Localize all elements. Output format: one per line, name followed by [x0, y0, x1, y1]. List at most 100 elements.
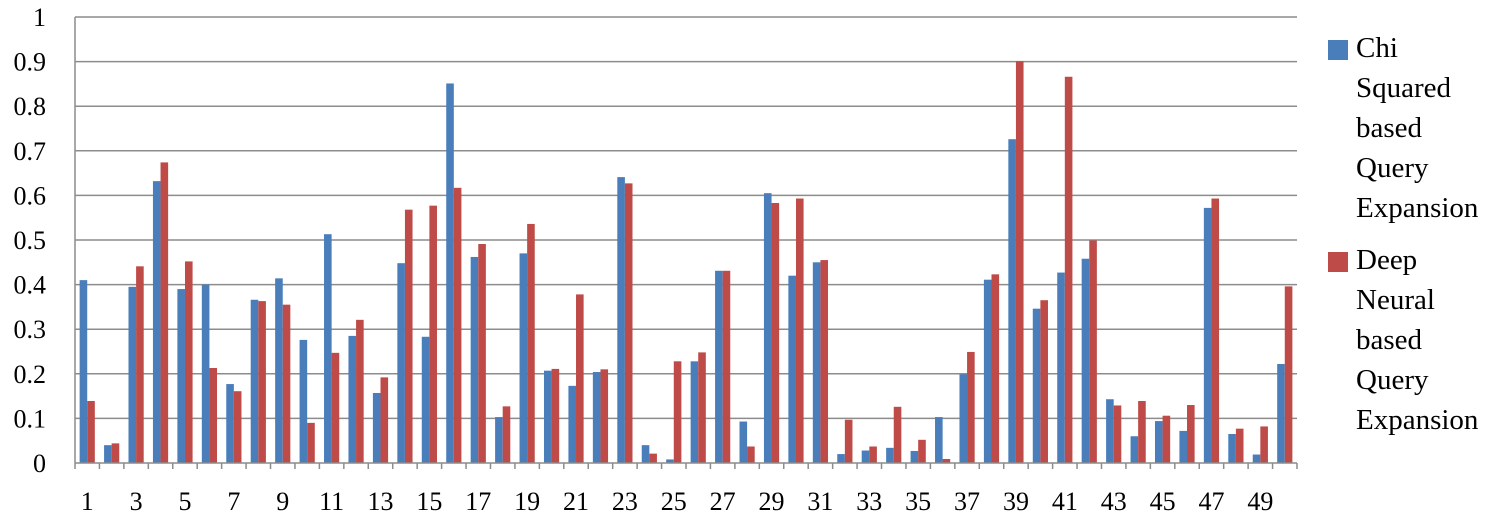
bar	[356, 319, 364, 463]
x-tick-label: 31	[807, 487, 833, 516]
x-tick-label: 1	[81, 487, 94, 516]
bar	[886, 447, 894, 463]
x-tick-label: 5	[178, 487, 191, 516]
bar	[282, 304, 291, 463]
bar	[1228, 434, 1236, 463]
bar	[1154, 421, 1163, 463]
bar	[1277, 363, 1285, 463]
y-tick-label: 0.8	[14, 92, 47, 121]
bar	[128, 286, 137, 463]
bar	[331, 352, 340, 463]
bar	[372, 392, 381, 463]
bar	[1203, 207, 1212, 463]
bar	[152, 181, 161, 464]
bar	[226, 384, 234, 463]
bar	[641, 445, 650, 463]
bar	[1064, 76, 1073, 463]
bar	[649, 453, 657, 463]
bar	[991, 274, 1000, 463]
bar	[795, 198, 804, 463]
bar	[771, 202, 780, 463]
bar	[967, 351, 975, 463]
bar	[209, 368, 218, 463]
x-tick-label: 37	[954, 487, 980, 516]
x-tick-label: 39	[1003, 487, 1029, 516]
bar	[201, 284, 210, 463]
bar	[673, 361, 682, 463]
bar	[1260, 426, 1268, 463]
y-tick-label: 0.3	[14, 315, 47, 344]
bar	[527, 223, 535, 463]
bar	[844, 419, 853, 463]
bar	[1081, 258, 1090, 463]
x-tick-label: 35	[905, 487, 931, 516]
bar	[983, 279, 992, 463]
bar	[910, 450, 919, 463]
x-tick-label: 21	[563, 487, 589, 516]
legend-swatch-deep-neural	[1328, 252, 1348, 272]
bar	[935, 417, 943, 463]
y-tick-label: 0.6	[14, 181, 47, 210]
bar	[502, 406, 511, 463]
bar	[820, 260, 829, 463]
bar	[136, 266, 144, 463]
bar	[869, 446, 877, 463]
x-tick-label: 13	[368, 487, 394, 516]
bar	[111, 443, 120, 463]
x-tick-label: 29	[759, 487, 785, 516]
x-tick-label: 49	[1247, 487, 1273, 516]
bar	[690, 361, 699, 463]
x-tick-label: 19	[514, 487, 540, 516]
bar	[1138, 401, 1146, 463]
bar	[1008, 139, 1016, 464]
legend-item-deep-neural: Deep Neural based Query Expansion	[1328, 240, 1500, 440]
x-tick-label: 43	[1101, 487, 1127, 516]
x-tick-label: 15	[416, 487, 442, 516]
x-tick-label: 7	[227, 487, 240, 516]
bar	[893, 406, 902, 463]
bar	[568, 385, 577, 463]
bar	[250, 299, 259, 463]
bar	[275, 278, 283, 463]
x-tick-labels: 1 3 5 7 9 11 13 15 17 19 21 23 25 27 29 31 33 35 37 39 41 43 4…	[81, 487, 1274, 516]
bar	[177, 289, 185, 463]
x-tick-label: 25	[661, 487, 687, 516]
bar	[1179, 430, 1188, 463]
bar	[1162, 415, 1171, 463]
bar	[79, 280, 88, 463]
bar	[453, 187, 462, 463]
bar	[160, 162, 169, 463]
bar	[617, 177, 625, 463]
bar	[1032, 308, 1041, 463]
y-tick-label: 0.1	[14, 404, 47, 433]
bar	[624, 183, 633, 463]
bar	[519, 253, 528, 463]
bar	[1130, 436, 1139, 463]
y-tick-label: 1	[33, 3, 46, 32]
bar	[1057, 272, 1065, 463]
y-tick-labels: 0 0.1 0.2 0.3 0.4 0.5 0.6 0.7 0.8 0.9 1	[14, 3, 47, 478]
bar	[87, 401, 95, 463]
x-tick-label: 11	[319, 487, 344, 516]
bar-chart: 00.10.20.30.40.50.60.70.80.91 1 3 5 7 9 11 13 1…	[14, 3, 1298, 516]
y-tick-label: 0.9	[14, 48, 47, 77]
bars	[79, 61, 1293, 464]
x-tick-label: 3	[130, 487, 143, 516]
bar	[788, 275, 796, 463]
bar	[307, 422, 315, 463]
bar	[1252, 454, 1261, 463]
bar	[104, 445, 112, 463]
bar	[348, 335, 357, 463]
bar	[478, 244, 486, 463]
bar	[763, 193, 772, 464]
y-tick-label: 0.5	[14, 226, 47, 255]
y-tick-label: 0.4	[14, 271, 47, 300]
bar	[258, 301, 266, 463]
bar	[812, 262, 821, 463]
bar	[1187, 405, 1195, 463]
bar	[299, 339, 308, 463]
bar	[837, 454, 845, 463]
x-tick-label: 17	[465, 487, 491, 516]
y-tick-label: 0	[33, 449, 46, 478]
legend-label-deep-neural: Deep Neural based Query Expansion	[1356, 244, 1479, 436]
